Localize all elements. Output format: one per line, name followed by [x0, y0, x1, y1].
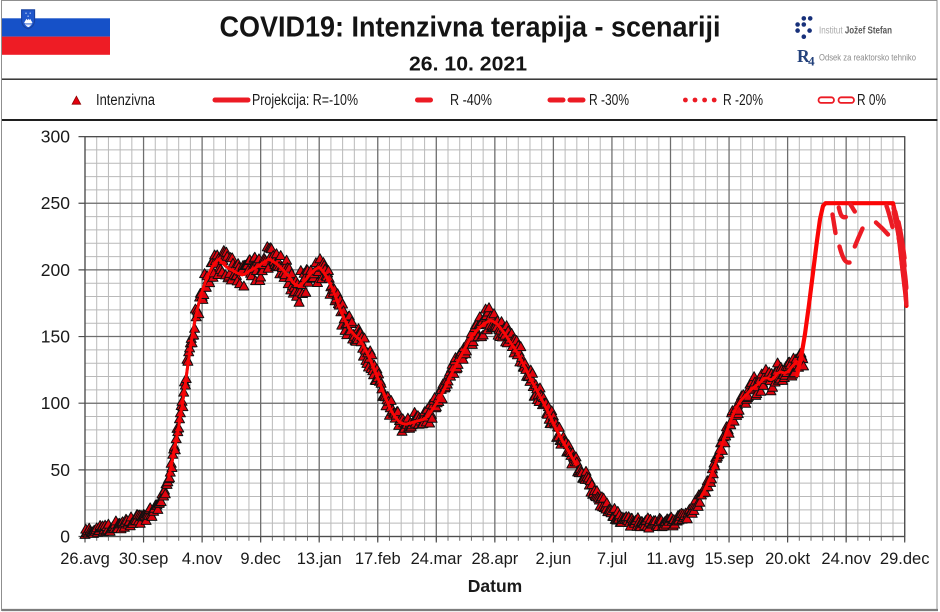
svg-text:Institut Jožef Stefan: Institut Jožef Stefan	[819, 26, 892, 37]
svg-text:11.avg: 11.avg	[646, 550, 694, 568]
svg-text:0: 0	[60, 527, 70, 547]
svg-text:24.nov: 24.nov	[821, 550, 871, 568]
svg-text:13.jan: 13.jan	[297, 550, 342, 568]
svg-text:R -20%: R -20%	[723, 92, 763, 109]
svg-text:Datum: Datum	[468, 576, 522, 596]
svg-text:200: 200	[41, 260, 70, 280]
svg-text:4.nov: 4.nov	[182, 550, 223, 568]
svg-text:50: 50	[51, 460, 71, 480]
svg-text:R -30%: R -30%	[589, 92, 629, 109]
svg-text:R -40%: R -40%	[450, 92, 492, 109]
svg-text:COVID19: Intenzivna terapija -: COVID19: Intenzivna terapija - scenariji	[220, 12, 721, 44]
svg-text:26. 10. 2021: 26. 10. 2021	[409, 53, 527, 76]
svg-text:26.avg: 26.avg	[60, 550, 110, 568]
svg-text:Odsek za reaktorsko tehniko: Odsek za reaktorsko tehniko	[819, 53, 916, 64]
svg-text:24.mar: 24.mar	[411, 550, 463, 568]
svg-text:2.jun: 2.jun	[536, 550, 572, 568]
svg-text:Intenzivna: Intenzivna	[96, 92, 155, 109]
svg-text:7.jul: 7.jul	[597, 550, 627, 568]
svg-text:30.sep: 30.sep	[119, 550, 169, 568]
svg-text:29.dec: 29.dec	[880, 550, 930, 568]
svg-text:28.apr: 28.apr	[472, 550, 519, 568]
svg-text:20.okt: 20.okt	[765, 550, 810, 568]
svg-text:Projekcija: R=-10%: Projekcija: R=-10%	[252, 92, 358, 109]
svg-text:17.feb: 17.feb	[355, 550, 401, 568]
svg-text:300: 300	[41, 127, 70, 147]
svg-text:100: 100	[41, 393, 70, 413]
svg-text:15.sep: 15.sep	[704, 550, 754, 568]
svg-text:150: 150	[41, 327, 70, 347]
svg-text:9.dec: 9.dec	[240, 550, 280, 568]
svg-text:R 0%: R 0%	[857, 92, 886, 109]
svg-text:250: 250	[41, 193, 70, 213]
